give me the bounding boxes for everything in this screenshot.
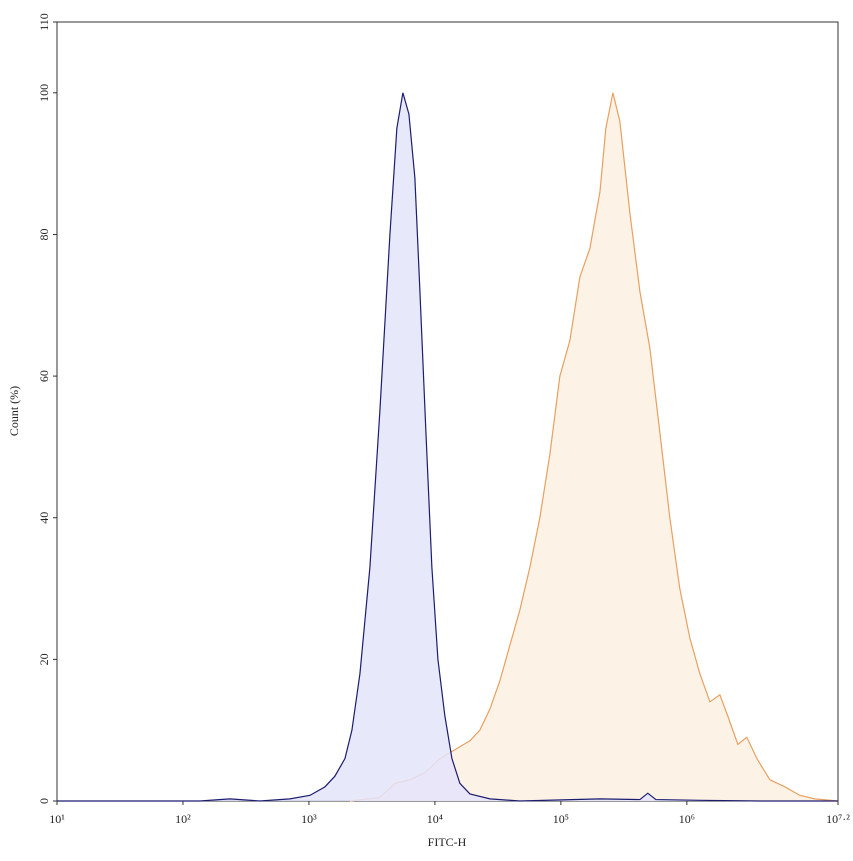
series-line bbox=[57, 92, 838, 802]
y-tick-label: 0 bbox=[37, 798, 51, 804]
x-tick-label: 10⁴ bbox=[427, 812, 443, 826]
y-tick-label: 110 bbox=[37, 13, 51, 31]
y-tick-label: 40 bbox=[37, 512, 51, 524]
x-tick-label: 10⁶ bbox=[679, 812, 695, 826]
y-tick-label: 100 bbox=[37, 84, 51, 102]
x-tick-label: 10⁷·² bbox=[826, 812, 850, 826]
x-tick-label: 10⁵ bbox=[553, 812, 569, 826]
series-line bbox=[349, 92, 838, 802]
y-axis-label: Count (%) bbox=[7, 386, 21, 436]
x-tick-label: 10² bbox=[175, 812, 191, 826]
plot-frame bbox=[56, 21, 839, 802]
x-axis-label: FITC-H bbox=[428, 835, 467, 849]
y-tick-label: 20 bbox=[37, 653, 51, 665]
x-tick-label: 10¹ bbox=[49, 812, 65, 826]
series-area bbox=[349, 92, 838, 802]
x-tick-label: 10³ bbox=[301, 812, 317, 826]
y-tick-label: 80 bbox=[37, 228, 51, 240]
y-tick-label: 60 bbox=[37, 370, 51, 382]
